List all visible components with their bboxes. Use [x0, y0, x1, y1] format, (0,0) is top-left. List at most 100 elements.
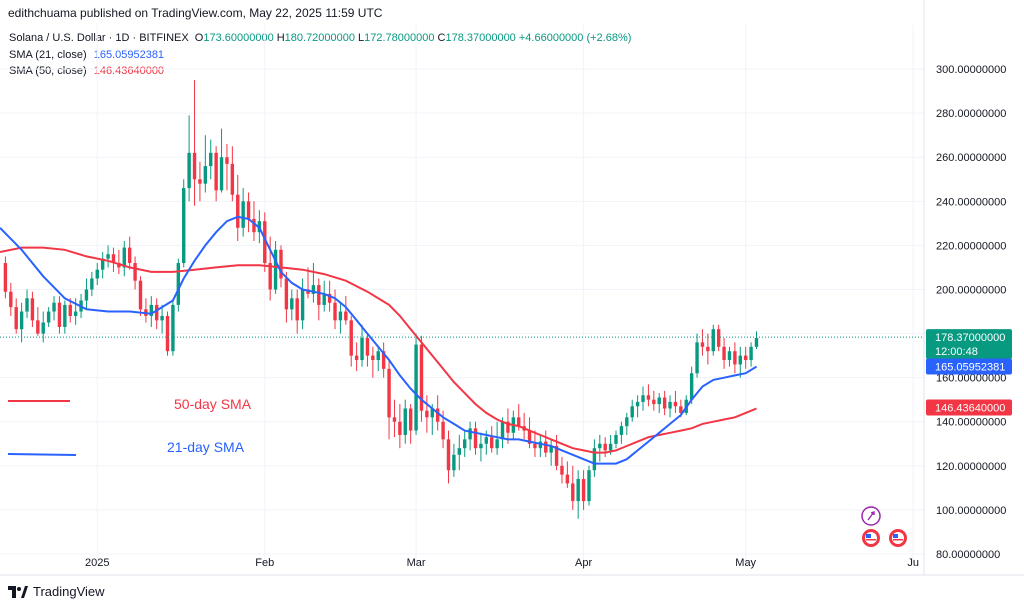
candle: [360, 324, 364, 367]
candle: [160, 304, 164, 334]
candle: [576, 470, 580, 519]
axis-badge-bg: [926, 399, 1012, 416]
candle: [230, 146, 235, 202]
candle: [392, 399, 397, 438]
candle: [398, 404, 402, 449]
footer-brand[interactable]: TradingView: [8, 584, 105, 599]
candle-body: [127, 247, 132, 264]
candle-body: [230, 163, 235, 195]
candle: [538, 434, 543, 457]
candle-body: [603, 443, 607, 451]
candle-body: [733, 351, 737, 365]
candle-body: [365, 337, 370, 356]
candle: [657, 393, 661, 413]
candle: [408, 404, 413, 444]
candle-body: [306, 289, 310, 294]
candle-body: [209, 152, 213, 167]
candle-body: [425, 410, 429, 418]
candle: [111, 247, 116, 272]
candle-body: [360, 337, 364, 361]
candle-body: [608, 443, 613, 451]
candle-body: [192, 152, 197, 180]
candle: [581, 470, 586, 510]
candle: [738, 346, 742, 378]
legend-sma21-row[interactable]: SMA (21, close) 165.05952381: [9, 47, 631, 64]
us-flag-icon[interactable]: [889, 529, 907, 547]
candle: [619, 421, 624, 444]
candle: [641, 386, 645, 411]
price-tick-label: 80.00000000: [936, 549, 1000, 561]
candle: [46, 307, 51, 327]
price-axis: 300.00000000 280.00000000 260.00000000 240.…: [936, 64, 1006, 561]
candle-body: [327, 293, 332, 303]
candle-body: [36, 320, 40, 334]
candle-body: [430, 408, 434, 418]
candle-body: [95, 269, 99, 279]
candle-body: [419, 344, 424, 411]
candle: [592, 439, 597, 477]
candle: [127, 236, 132, 270]
candle-body: [435, 408, 440, 422]
candle-body: [349, 320, 353, 356]
candle-body: [662, 397, 667, 409]
candle-body: [263, 221, 267, 264]
legend-symbol-row[interactable]: Solana / U.S. Dollar · 1D · BITFINEX O17…: [9, 30, 631, 47]
candle: [533, 430, 537, 457]
candle-body: [290, 298, 294, 310]
candle-body: [30, 298, 35, 321]
candle: [473, 421, 478, 455]
candle-body: [203, 166, 208, 184]
candle-body: [527, 430, 532, 444]
candle: [354, 342, 359, 372]
event-icon[interactable]: [861, 506, 881, 526]
candle-body: [668, 401, 672, 409]
candle-body: [176, 263, 181, 305]
candle: [149, 296, 153, 327]
candle-body: [592, 448, 597, 471]
candle: [706, 333, 710, 365]
candle: [452, 443, 456, 477]
candle-body: [463, 439, 467, 449]
candle-body: [619, 426, 624, 435]
candle: [176, 258, 181, 312]
price-tick-label: 200.00000000: [936, 284, 1006, 296]
legend-sma50-row[interactable]: SMA (50, close) 146.43640000: [9, 63, 631, 80]
candle-body: [473, 428, 478, 449]
candle: [209, 139, 213, 180]
candle-body: [84, 289, 89, 301]
price-tick-label: 280.00000000: [936, 108, 1006, 120]
candle-body: [700, 342, 705, 347]
candle-body: [19, 311, 24, 330]
candlestick-series: [3, 80, 759, 519]
candle-body: [565, 474, 570, 484]
candle: [284, 271, 289, 323]
candle-body: [273, 249, 278, 290]
candle: [106, 245, 110, 268]
candle-body: [517, 417, 521, 427]
sma21-label: SMA (21, close): [9, 48, 87, 61]
publisher-line: edithchuama published on TradingView.com…: [8, 6, 383, 20]
candle: [544, 430, 548, 457]
candle-body: [673, 401, 678, 407]
candle: [603, 437, 607, 457]
candle: [560, 457, 564, 484]
candle-body: [398, 421, 402, 435]
candle: [225, 144, 229, 191]
candle: [117, 249, 121, 275]
time-tick-label: May: [735, 557, 756, 569]
price-tick-label: 160.00000000: [936, 373, 1006, 385]
candle: [246, 192, 251, 233]
candle: [646, 384, 651, 407]
candle-body: [403, 408, 407, 435]
price-tick-label: 220.00000000: [936, 240, 1006, 252]
candle-body: [25, 298, 29, 312]
candle-body: [641, 395, 645, 402]
us-flag-icon[interactable]: [862, 529, 880, 547]
ohlc-value-l: 172.78000000: [364, 32, 435, 44]
candle: [263, 212, 267, 272]
candle: [598, 434, 602, 462]
candle: [182, 179, 186, 268]
candle-body: [652, 399, 656, 405]
candle: [100, 252, 105, 279]
